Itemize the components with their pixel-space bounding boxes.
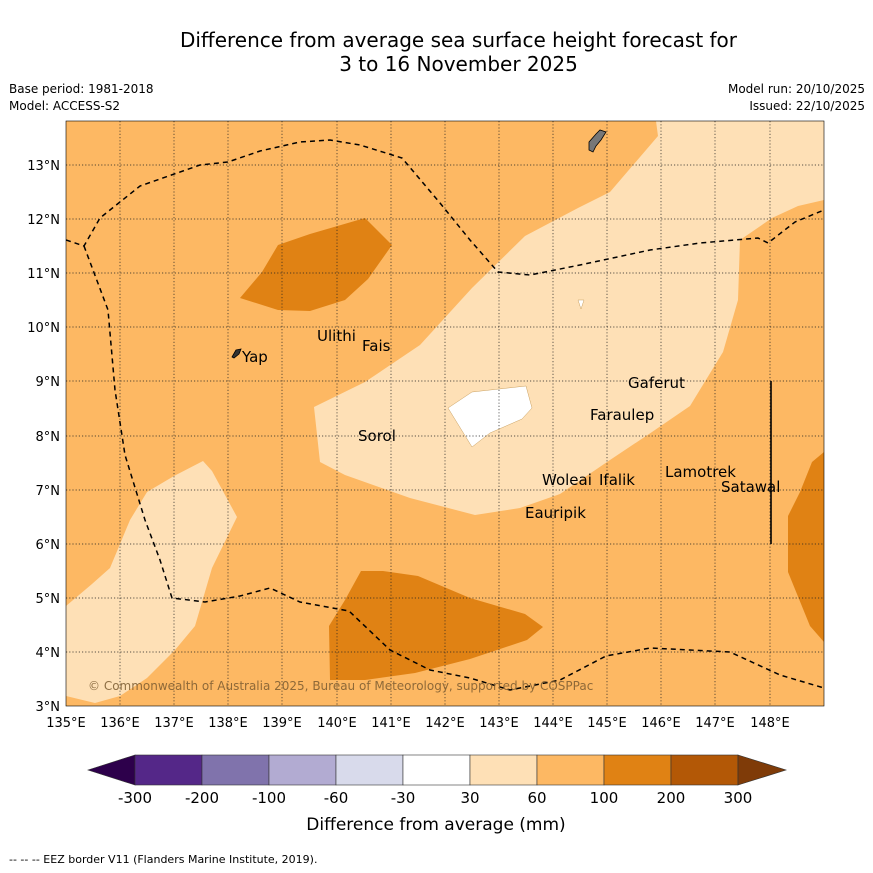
x-tick: 147°E <box>695 716 735 731</box>
place-ulithi: Ulithi <box>317 327 356 345</box>
meta-right: Model run: 20/10/2025 Issued: 22/10/2025 <box>728 81 865 115</box>
x-tick: 139°E <box>262 716 302 731</box>
y-axis: 13°N 12°N 11°N 10°N 9°N 8°N 7°N 6°N 5°N … <box>27 159 60 715</box>
y-tick: 5°N <box>36 592 61 607</box>
x-tick: 135°E <box>46 716 86 731</box>
colorbar-swatch <box>737 754 788 786</box>
x-tick: 146°E <box>641 716 681 731</box>
colorbar-tick: -100 <box>252 789 286 807</box>
x-tick: 148°E <box>750 716 790 731</box>
colorbar-tick: -30 <box>391 789 416 807</box>
y-tick: 12°N <box>27 213 60 228</box>
map-frame <box>65 120 825 707</box>
place-fais: Fais <box>362 337 391 355</box>
y-tick: 6°N <box>36 538 61 553</box>
place-labels: Yap Ulithi Fais Gaferut Faraulep Sorol W… <box>241 327 780 522</box>
y-tick: 10°N <box>27 321 60 336</box>
map-title: Difference from average sea surface heig… <box>0 28 873 76</box>
place-woleai: Woleai <box>542 471 592 489</box>
contour-30-60-southwest <box>66 461 237 703</box>
y-tick: 7°N <box>36 484 61 499</box>
model-run: Model run: 20/10/2025 <box>727 82 865 96</box>
colorbar-swatch <box>603 754 672 786</box>
x-tick: 142°E <box>425 716 465 731</box>
colorbar-swatch <box>469 754 538 786</box>
y-tick: 11°N <box>27 267 60 282</box>
place-gaferut: Gaferut <box>628 374 685 392</box>
x-tick: 136°E <box>100 716 140 731</box>
colorbar-tick: 100 <box>590 789 619 807</box>
meta-left: Base period: 1981-2018 Model: ACCESS-S2 <box>9 81 154 115</box>
colorbar-tick: -300 <box>118 789 152 807</box>
model-name: Model: ACCESS-S2 <box>9 99 121 113</box>
contour-30-60-northeast <box>314 121 824 515</box>
contour-neutral-speck <box>577 299 585 310</box>
title-line-2: 3 to 16 November 2025 <box>339 52 578 76</box>
y-tick: 3°N <box>36 700 61 715</box>
x-tick: 138°E <box>208 716 248 731</box>
y-tick: 8°N <box>36 430 61 445</box>
colorbar-swatch <box>402 754 471 786</box>
place-satawal: Satawal <box>721 478 780 496</box>
y-tick: 13°N <box>27 159 60 174</box>
colorbar-tick: -60 <box>324 789 349 807</box>
colorbar-tick: 60 <box>527 789 546 807</box>
colorbar-label: Difference from average (mm) <box>306 815 565 835</box>
colorbar-swatch <box>87 754 136 786</box>
colorbar-tick: 300 <box>724 789 753 807</box>
eez-border-palau-yap <box>66 139 824 276</box>
issued-date: Issued: 22/10/2025 <box>749 99 865 113</box>
colorbar-tick: 30 <box>460 789 479 807</box>
x-axis: 135°E 136°E 137°E 138°E 139°E 140°E 141°… <box>46 716 790 731</box>
place-ifalik: Ifalik <box>599 471 635 489</box>
contour-100-200-south <box>329 571 543 680</box>
eez-border-west <box>83 245 824 691</box>
guam-island <box>588 129 607 153</box>
colorbar-tick: -200 <box>185 789 219 807</box>
colorbar-swatch <box>201 754 270 786</box>
title-line-1: Difference from average sea surface heig… <box>179 28 738 52</box>
contour-neutral-patch <box>447 385 533 448</box>
colorbar-swatch <box>536 754 605 786</box>
copyright-notice: © Commonwealth of Australia 2025, Bureau… <box>88 679 593 693</box>
x-tick: 143°E <box>479 716 519 731</box>
x-tick: 141°E <box>371 716 411 731</box>
x-tick: 144°E <box>533 716 573 731</box>
eez-footnote: -- -- -- EEZ border V11 (Flanders Marine… <box>9 853 318 866</box>
y-tick: 4°N <box>36 646 61 661</box>
x-tick: 137°E <box>154 716 194 731</box>
y-tick: 9°N <box>36 375 61 390</box>
contour-100-200-north <box>240 218 392 311</box>
place-lamotrek: Lamotrek <box>665 463 736 481</box>
x-tick: 145°E <box>587 716 627 731</box>
x-tick: 140°E <box>317 716 357 731</box>
place-eauripik: Eauripik <box>525 504 586 522</box>
place-faraulep: Faraulep <box>590 406 654 424</box>
place-sorol: Sorol <box>358 427 396 445</box>
eez-borders <box>66 139 824 691</box>
yap-island <box>231 348 242 359</box>
colorbar-ticks: -300 -200 -100 -60 -30 30 60 100 200 300 <box>118 789 752 807</box>
colorbar-swatch <box>670 754 739 786</box>
place-yap: Yap <box>241 348 268 366</box>
contour-100-200-east <box>788 452 824 642</box>
map-area: Yap Ulithi Fais Gaferut Faraulep Sorol W… <box>66 121 824 706</box>
base-period: Base period: 1981-2018 <box>9 82 154 96</box>
colorbar <box>87 754 788 786</box>
colorbar-swatch <box>134 754 203 786</box>
colorbar-tick: 200 <box>657 789 686 807</box>
colorbar-swatch <box>335 754 404 786</box>
colorbar-swatch <box>268 754 337 786</box>
